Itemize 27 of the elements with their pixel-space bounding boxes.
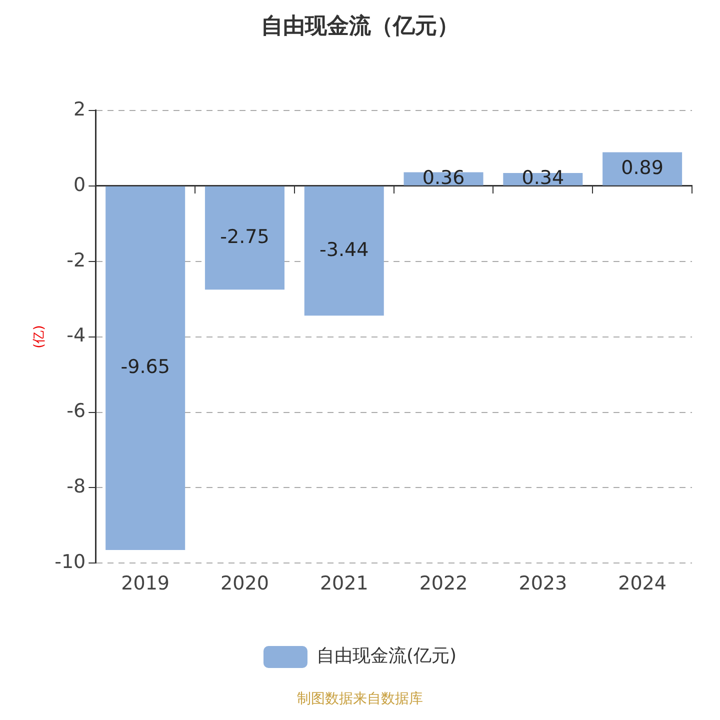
data-label: 0.36	[422, 166, 465, 189]
data-label: -2.75	[220, 226, 270, 248]
bar	[304, 186, 384, 316]
x-tick-label: 2020	[220, 572, 269, 595]
y-tick-label: -2	[66, 249, 86, 272]
chart-title: 自由现金流（亿元）	[261, 12, 459, 39]
x-tick-label: 2019	[121, 572, 170, 595]
y-tick-label: -4	[66, 324, 86, 347]
x-tick-label: 2023	[518, 572, 568, 595]
bar	[204, 186, 284, 290]
data-label: 0.34	[522, 167, 564, 190]
y-axis-title: (亿)	[32, 325, 48, 348]
y-tick-label: 0	[74, 174, 86, 196]
x-tick-label: 2022	[419, 572, 468, 595]
data-label: -3.44	[320, 238, 369, 261]
legend-label: 自由现金流(亿元)	[316, 646, 457, 667]
data-label: 0.89	[621, 156, 664, 179]
bar	[602, 152, 682, 186]
y-tick-label: -6	[66, 400, 86, 422]
data-label: -9.65	[120, 356, 170, 378]
x-tick-label: 2021	[320, 572, 368, 595]
y-tick-label: -8	[66, 476, 86, 498]
text: 制图数据来自数据库	[296, 690, 424, 708]
y-tick-label: -10	[54, 551, 86, 574]
y-tick-label: 2	[74, 98, 86, 120]
bar	[106, 186, 186, 550]
x-tick-label: 2024	[618, 572, 666, 595]
